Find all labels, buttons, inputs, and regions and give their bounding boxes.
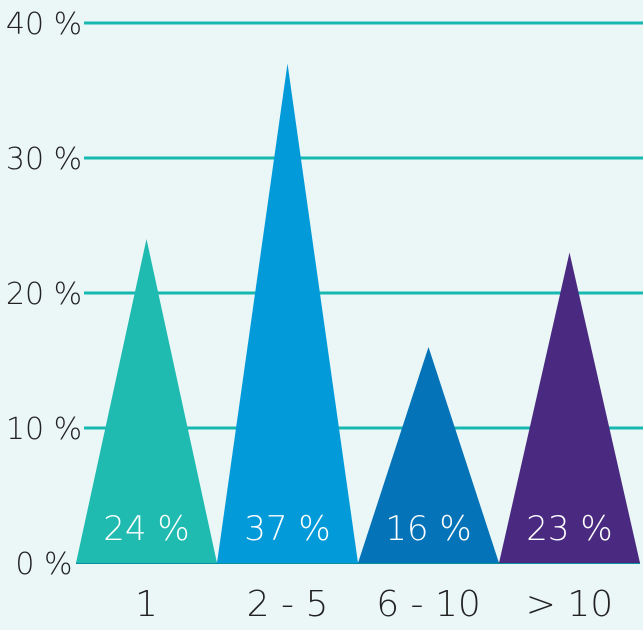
bar-triangle-2 bbox=[217, 63, 358, 563]
data-labels: 24 % 37 % 16 % 23 % bbox=[103, 509, 612, 549]
bars bbox=[76, 63, 640, 563]
y-tick-label: 40 % bbox=[6, 7, 82, 42]
data-label-4: 23 % bbox=[526, 509, 612, 549]
category-label-1: 1 bbox=[135, 584, 158, 625]
y-axis-ticks: 0 % 10 % 20 % 30 % 40 % bbox=[6, 7, 82, 582]
category-label-4: > 10 bbox=[526, 584, 613, 625]
data-label-3: 16 % bbox=[385, 509, 471, 549]
bar-triangle-4 bbox=[499, 252, 640, 563]
y-tick-label: 30 % bbox=[6, 142, 82, 177]
category-label-2: 2 - 5 bbox=[247, 584, 329, 625]
category-label-3: 6 - 10 bbox=[376, 584, 481, 625]
y-tick-label: 20 % bbox=[6, 277, 82, 312]
data-label-2: 37 % bbox=[244, 509, 330, 549]
category-labels: 1 2 - 5 6 - 10 > 10 bbox=[135, 584, 613, 625]
y-tick-label: 10 % bbox=[6, 412, 82, 447]
data-label-1: 24 % bbox=[103, 509, 189, 549]
bar-triangle-3 bbox=[358, 347, 499, 563]
y-tick-label: 0 % bbox=[15, 547, 72, 582]
bar-triangle-1 bbox=[76, 239, 217, 563]
